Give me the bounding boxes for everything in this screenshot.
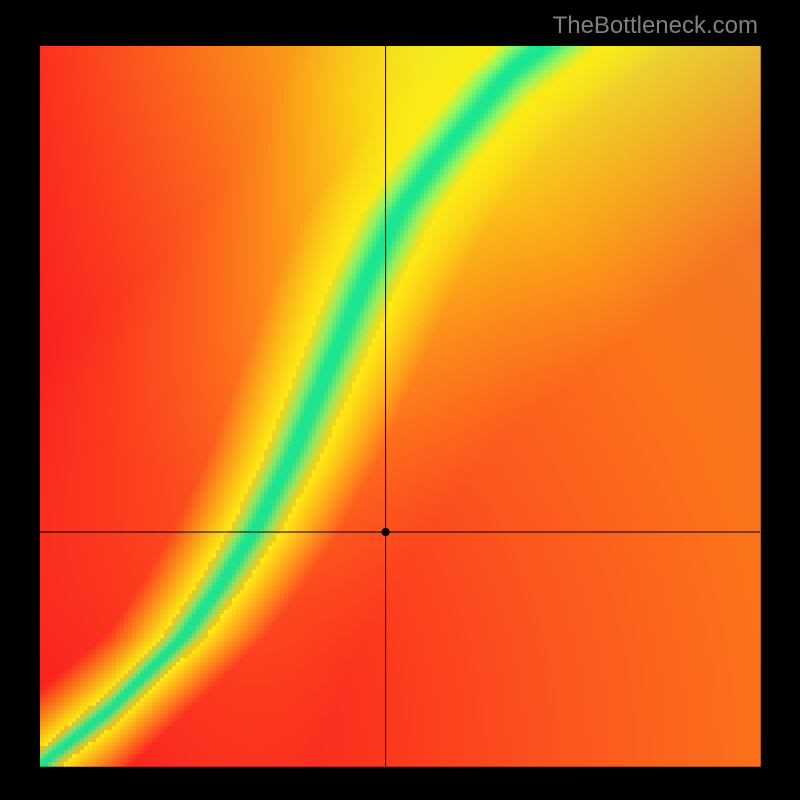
watermark-text: TheBottleneck.com xyxy=(553,12,758,40)
bottleneck-heatmap xyxy=(0,0,800,800)
